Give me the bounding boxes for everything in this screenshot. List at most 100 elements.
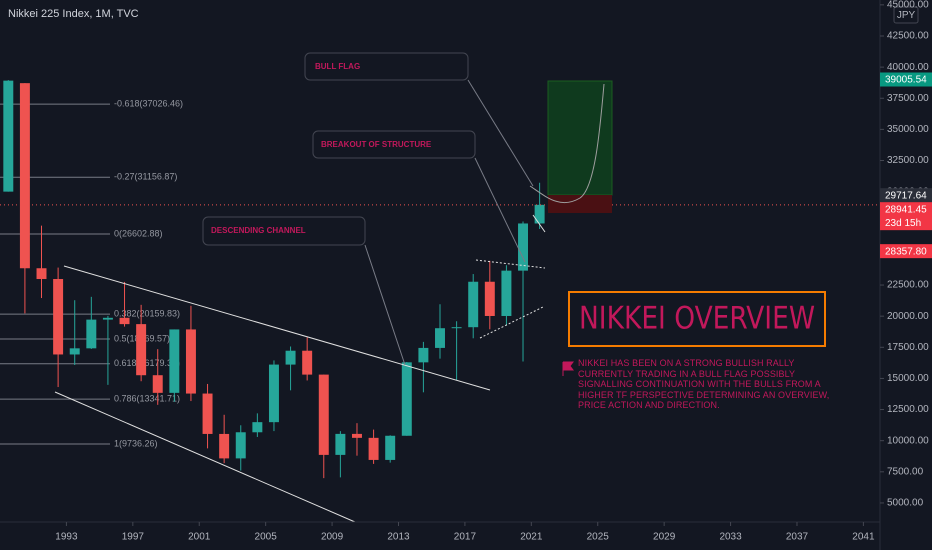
candle-body [302,350,313,375]
x-tick-label: 1993 [55,532,78,543]
candle-body [119,317,130,325]
y-tick-label: 37500.00 [887,93,929,104]
candle-body [252,422,263,433]
y-tick-label: 40000.00 [887,62,929,73]
fib-label: 0.382(20159.83) [114,309,180,319]
candle-body [484,281,495,316]
price-label-bg [880,72,932,87]
x-tick-label: 2037 [786,532,809,543]
candle-body [136,324,147,376]
y-tick-label: 45000.00 [887,0,929,10]
candle-body [335,433,346,455]
candle-body [501,270,512,316]
candle-body [86,319,97,349]
callout-box [312,130,476,159]
candle-body [435,328,445,348]
callout-box [202,216,366,246]
candle-body [385,435,396,460]
callout-pointer [364,244,406,366]
candle-body [368,437,379,460]
y-tick-label: 17500.00 [887,342,929,353]
currency-badge [893,6,919,24]
annotation: DESCENDING CHANNEL [211,226,306,235]
fib-label: 0.786(13341.71) [114,393,180,403]
y-tick-label: 22500.00 [887,280,929,291]
projection-curve [529,83,605,204]
price-label-bg [880,244,932,259]
candle-body [401,362,412,436]
fib-label: 1(9736.26) [114,438,158,448]
candle-body [418,347,429,363]
currency: JPY [897,10,916,21]
candle-body [518,223,528,271]
price-label: 28357.80 [885,246,927,257]
target-zone [547,80,613,196]
candle-body [219,433,230,459]
candle-body [352,433,362,438]
price-label: 29717.64 [885,190,927,201]
channel-top [63,265,491,391]
x-tick-label: 2009 [321,532,344,543]
candle-body [169,329,180,393]
x-tick-label: 2033 [719,532,742,543]
x-tick-label: 2025 [587,532,610,543]
price-label: 39005.54 [885,75,927,86]
fib-label: 0(26602.88) [114,228,163,238]
y-tick-label: 7500.00 [887,466,924,477]
overview-box [568,291,826,347]
candle-body [69,348,80,355]
candle-body [235,432,246,459]
y-tick-label: 42500.00 [887,31,929,42]
x-tick-label: 2013 [387,532,410,543]
fib-label: 0.618(16179.31) [114,358,180,368]
price-label-bg [880,202,932,231]
candle-body [102,317,113,320]
candle-body [534,204,545,224]
x-tick-label: 2001 [188,532,211,543]
x-tick-label: 2021 [520,532,543,543]
chart-title: Nikkei 225 Index, 1M, TVC [8,8,139,20]
candle-body [3,80,14,192]
flag-icon [562,361,574,376]
candle-body [36,268,47,280]
fib-label: -0.618(37026.46) [114,99,183,109]
x-tick-label: 2005 [255,532,278,543]
callout-pointer [474,157,526,263]
candle-body [152,375,163,393]
candle-body [285,350,296,365]
candle-body [53,279,64,355]
channel-bottom [54,391,356,523]
price-axis [880,0,932,550]
countdown: 23d 15h [885,218,921,229]
x-tick-label: 1997 [122,532,145,543]
candle-body [268,364,279,423]
stop-zone [548,195,612,213]
y-tick-label: 15000.00 [887,373,929,384]
layer: -0.618(37026.46) -0.27(31156.87) 0(26602.8… [0,80,880,479]
y-tick-label: 32500.00 [887,155,929,166]
fib-label: -0.27(31156.87) [114,172,177,182]
y-tick-label: 12500.00 [887,404,929,415]
candle-body [202,393,213,434]
flag-top [475,259,546,269]
price-label-bg [880,188,932,203]
annotation: BULL FLAG [315,62,360,71]
candle-body [19,83,30,269]
overview-title: NIKKEI OVERVIEW [579,301,815,337]
y-tick-label: 5000.00 [887,498,924,509]
candle-body [468,281,479,328]
callout-pointer [467,79,534,187]
candle-body [185,329,196,394]
x-tick-label: 2041 [852,532,875,543]
overview-text: NIKKEI HAS BEEN ON A STRONG BULLISH RALL… [578,358,830,410]
x-tick-label: 2029 [653,532,676,543]
candle-body [451,327,462,329]
y-tick-label: 35000.00 [887,124,929,135]
y-tick-label: 20000.00 [887,311,929,322]
flag-pole [532,214,546,233]
callout-box [304,52,469,81]
annotation: BREAKOUT OF STRUCTURE [321,140,432,149]
